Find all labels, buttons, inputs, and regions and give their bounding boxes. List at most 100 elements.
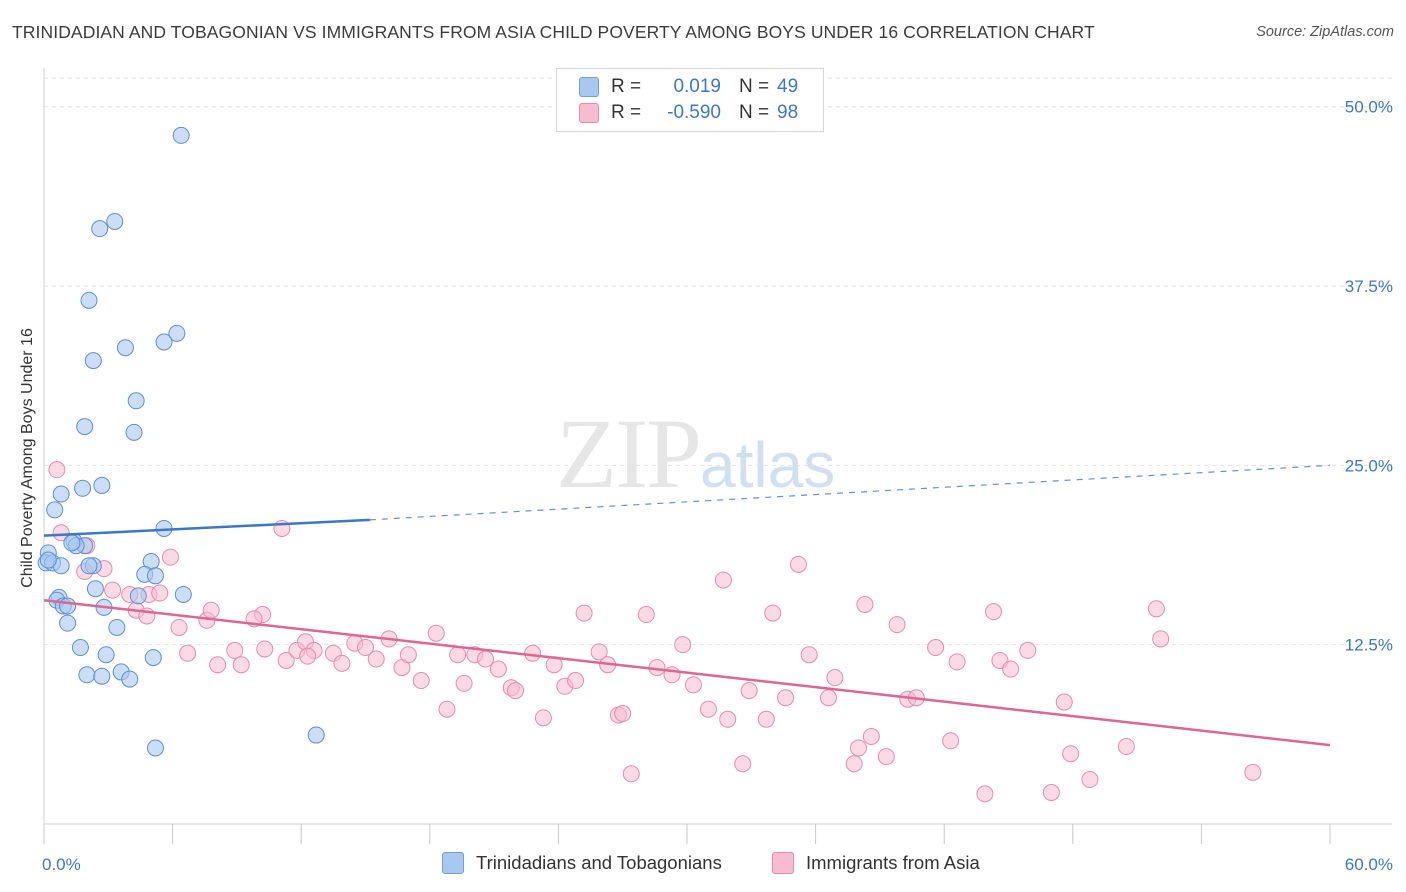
bottom-legend-label-asia: Immigrants from Asia	[806, 852, 980, 873]
asia-point	[614, 705, 632, 723]
asia-point	[719, 710, 737, 728]
asia-point	[622, 765, 640, 783]
asia-point	[170, 618, 188, 636]
asia-point	[1042, 783, 1060, 801]
asia-point	[399, 646, 417, 664]
asia-point	[877, 748, 895, 766]
asia-point	[699, 700, 717, 718]
trinidadian-point	[71, 639, 89, 657]
y-tick-label: 37.5%	[1345, 277, 1393, 296]
asia-point	[277, 651, 295, 669]
bottom-legend-label-trinidadian: Trinidadians and Tobagonians	[476, 852, 722, 873]
legend: R = 0.019 N = 49 R = -0.590 N = 98	[556, 68, 824, 132]
bottom-legend-asia: Immigrants from Asia	[772, 852, 980, 874]
trinidadian-point	[59, 614, 77, 632]
asia-point	[1002, 660, 1020, 678]
asia-point	[684, 676, 702, 694]
asia-point	[427, 624, 445, 642]
asia-point	[161, 548, 179, 566]
trinidadian-trend-line	[43, 518, 370, 537]
trinidadian-point	[91, 220, 109, 238]
asia-point	[789, 555, 807, 573]
asia-point	[1019, 641, 1037, 659]
asia-point	[299, 647, 317, 665]
legend-row-asia: R = -0.590 N = 98	[579, 101, 798, 125]
trinidadian-point	[84, 352, 102, 370]
trinidadian-point	[78, 666, 96, 684]
asia-point	[849, 739, 867, 757]
asia-point	[534, 709, 552, 727]
asia-trend-line	[43, 598, 1331, 747]
legend-r-value: 0.019	[673, 76, 721, 97]
asia-point	[590, 643, 608, 661]
y-tick-label: 12.5%	[1345, 636, 1393, 655]
bottom-legend-swatch-blue	[442, 852, 464, 874]
asia-point	[734, 755, 752, 773]
trinidadian-point	[146, 739, 164, 757]
asia-point	[256, 640, 274, 658]
asia-point	[740, 682, 758, 700]
trinidadian-point	[168, 324, 186, 342]
asia-point	[151, 584, 169, 602]
asia-point	[357, 639, 374, 657]
trinidadian-trend-extension	[369, 464, 1331, 521]
trinidadian-point	[97, 646, 115, 664]
asia-point	[976, 785, 994, 803]
asia-point	[179, 644, 197, 662]
trinidadian-point	[59, 597, 77, 615]
trinidadian-point	[86, 580, 104, 598]
asia-point	[1244, 763, 1262, 781]
asia-point	[455, 674, 473, 692]
trinidadian-point	[76, 418, 94, 436]
y-tick-label: 50.0%	[1345, 98, 1393, 117]
asia-point	[1055, 693, 1073, 711]
asia-point	[800, 646, 818, 664]
trinidadian-point	[307, 726, 325, 744]
bottom-legend-swatch-pink	[772, 852, 794, 874]
trinidadian-point	[93, 476, 111, 494]
asia-point	[52, 524, 70, 542]
asia-point	[777, 689, 795, 707]
trinidadian-point	[174, 585, 192, 603]
legend-n-value: 98	[777, 102, 799, 123]
trinidadian-point	[74, 479, 92, 497]
asia-point	[637, 606, 655, 624]
trinidadian-point	[127, 392, 145, 410]
x-tick-label-min: 0.0%	[42, 855, 81, 874]
asia-point	[826, 669, 844, 687]
trinidadian-point	[46, 501, 64, 519]
asia-point	[48, 461, 66, 479]
asia-point	[927, 639, 945, 657]
asia-point	[1062, 745, 1080, 763]
legend-r-label: R =	[611, 102, 642, 123]
chart-title: TRINIDADIAN AND TOBAGONIAN VS IMMIGRANTS…	[12, 22, 1095, 42]
trinidadian-point	[108, 618, 126, 636]
bottom-legend-trinidadian: Trinidadians and Tobagonians	[442, 852, 722, 874]
asia-point	[862, 727, 880, 745]
trinidadian-point	[80, 291, 98, 309]
legend-n-label: N =	[739, 102, 770, 123]
asia-point	[1117, 738, 1135, 756]
trinidadian-point	[144, 649, 162, 667]
trinidadian-point	[146, 567, 164, 585]
asia-point	[1081, 771, 1099, 789]
trinidadian-point	[39, 551, 57, 569]
legend-swatch-blue	[579, 77, 599, 97]
asia-point	[757, 710, 775, 728]
x-tick-label-max: 60.0%	[1345, 855, 1393, 874]
legend-swatch-pink	[579, 103, 599, 123]
asia-point	[888, 616, 906, 634]
trinidadian-point	[106, 212, 124, 230]
trinidadian-point	[116, 339, 134, 357]
legend-r-value: -0.590	[667, 102, 721, 123]
asia-point	[477, 650, 495, 668]
trinidadian-point	[93, 667, 111, 685]
legend-n-label: N =	[739, 76, 770, 97]
asia-point	[819, 689, 837, 707]
asia-point	[202, 601, 220, 619]
y-tick-label: 25.0%	[1345, 456, 1393, 475]
legend-n-value: 49	[777, 76, 799, 97]
trinidadian-point	[155, 333, 173, 351]
trinidadian-point	[129, 587, 147, 605]
trinidadian-point	[52, 485, 70, 503]
